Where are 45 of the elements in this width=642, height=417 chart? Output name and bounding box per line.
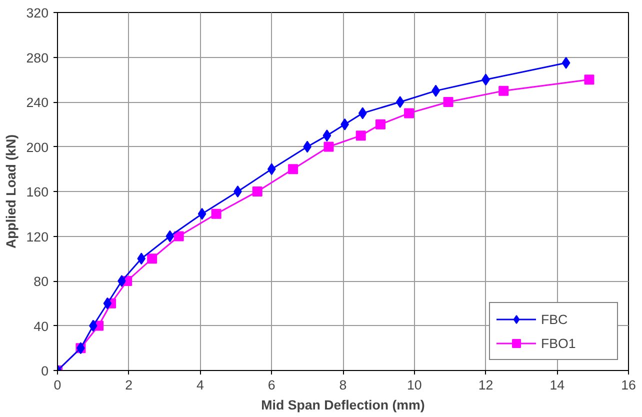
point <box>234 186 242 198</box>
point <box>562 56 570 69</box>
point <box>267 163 276 176</box>
y-tick-label: 320 <box>26 6 49 20</box>
point <box>498 86 509 96</box>
y-tick-label: 240 <box>26 95 49 110</box>
legend-label: FBO1 <box>541 336 577 350</box>
x-tick-label: 16 <box>621 378 636 392</box>
point <box>584 74 594 85</box>
x-tick-label: 8 <box>339 378 347 392</box>
point <box>252 186 262 196</box>
point <box>358 107 367 120</box>
x-axis-title: Mid Span Deflection (mm) <box>261 398 425 412</box>
point <box>174 231 184 242</box>
y-tick-label: 280 <box>26 50 49 66</box>
point <box>118 275 126 287</box>
x-tick-label: 4 <box>196 378 205 392</box>
y-tick-label: 160 <box>26 184 49 200</box>
x-tick-label: 10 <box>406 378 422 392</box>
point <box>137 252 146 265</box>
x-tick-label: 12 <box>478 378 494 392</box>
x-tick-label: 14 <box>550 378 566 392</box>
point <box>147 254 158 264</box>
y-tick-label: 200 <box>26 140 49 155</box>
point <box>356 130 366 141</box>
y-tick-label: 40 <box>34 318 49 334</box>
point <box>166 230 174 242</box>
x-tick-label: 2 <box>125 378 133 392</box>
legend-label: FBC <box>541 312 569 326</box>
point <box>288 164 298 174</box>
x-tick-label: 6 <box>268 378 276 392</box>
point <box>375 119 386 130</box>
point <box>404 108 414 118</box>
point <box>324 142 334 152</box>
point <box>396 96 404 108</box>
point <box>211 208 222 219</box>
x-tick-label: 0 <box>54 378 62 392</box>
point <box>103 297 112 310</box>
y-tick-label: 0 <box>41 364 49 378</box>
y-tick-label: 80 <box>34 274 49 289</box>
point <box>322 130 332 142</box>
point <box>443 97 454 107</box>
point <box>198 208 206 220</box>
y-tick-label: 120 <box>26 229 49 244</box>
y-axis-title: Applied Load (kN) <box>3 134 18 249</box>
